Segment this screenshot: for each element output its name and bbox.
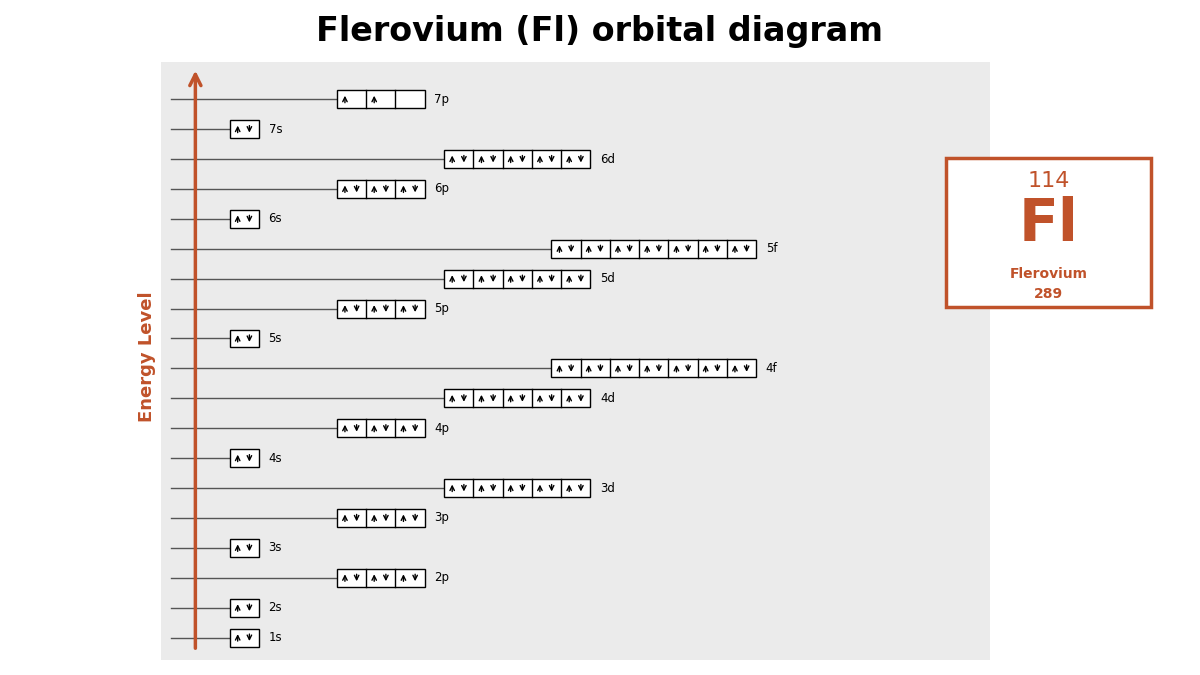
Text: 6d: 6d bbox=[600, 153, 616, 165]
Text: 7p: 7p bbox=[434, 92, 449, 106]
Bar bbox=[337, 90, 425, 108]
Bar bbox=[946, 157, 1151, 307]
Bar bbox=[444, 479, 590, 497]
Text: 2p: 2p bbox=[434, 571, 449, 585]
Text: 4f: 4f bbox=[766, 362, 778, 375]
Text: 3p: 3p bbox=[434, 512, 449, 524]
Text: Flerovium: Flerovium bbox=[1009, 267, 1087, 281]
Bar bbox=[229, 449, 259, 467]
Text: 5f: 5f bbox=[766, 242, 778, 255]
Text: 3d: 3d bbox=[600, 481, 614, 495]
Bar bbox=[444, 270, 590, 288]
Text: 4s: 4s bbox=[269, 452, 282, 464]
Bar bbox=[229, 210, 259, 228]
Text: 2s: 2s bbox=[269, 601, 282, 614]
Bar bbox=[229, 628, 259, 647]
Text: 4d: 4d bbox=[600, 392, 616, 405]
Bar bbox=[229, 599, 259, 617]
Bar bbox=[229, 329, 259, 348]
Text: 4p: 4p bbox=[434, 422, 449, 435]
Bar bbox=[444, 150, 590, 168]
Bar bbox=[337, 419, 425, 437]
Bar bbox=[337, 509, 425, 527]
Title: Flerovium (Fl) orbital diagram: Flerovium (Fl) orbital diagram bbox=[317, 15, 883, 48]
Text: 289: 289 bbox=[1034, 287, 1063, 300]
Bar bbox=[229, 120, 259, 138]
Bar bbox=[551, 359, 756, 377]
Text: 7s: 7s bbox=[269, 123, 282, 136]
Text: 5p: 5p bbox=[434, 302, 449, 315]
Text: 3s: 3s bbox=[269, 541, 282, 554]
Bar bbox=[444, 389, 590, 407]
Text: 5s: 5s bbox=[269, 332, 282, 345]
Text: 114: 114 bbox=[1027, 171, 1069, 192]
Bar bbox=[337, 180, 425, 198]
Bar bbox=[337, 569, 425, 587]
Text: 6p: 6p bbox=[434, 182, 449, 196]
Bar bbox=[161, 62, 990, 660]
Text: Energy Level: Energy Level bbox=[138, 291, 156, 422]
Bar bbox=[229, 539, 259, 557]
Text: 6s: 6s bbox=[269, 213, 282, 225]
Text: 5d: 5d bbox=[600, 272, 614, 285]
Text: Fl: Fl bbox=[1019, 196, 1079, 253]
Bar bbox=[337, 300, 425, 317]
Bar bbox=[551, 240, 756, 258]
Text: 1s: 1s bbox=[269, 631, 282, 644]
